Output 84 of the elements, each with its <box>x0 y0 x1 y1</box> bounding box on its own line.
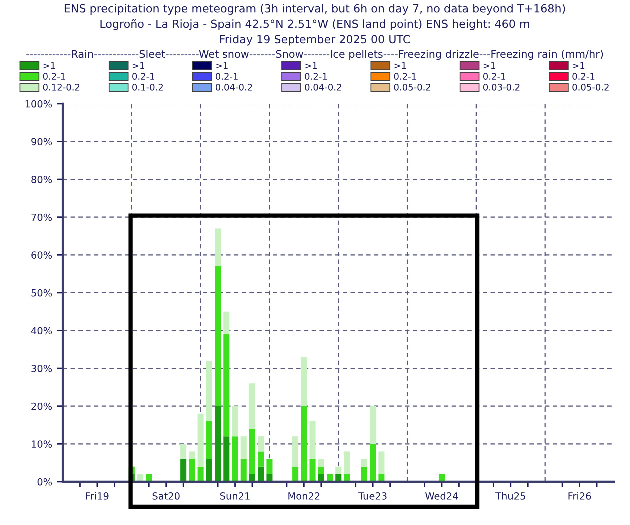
legend-label: 0.04-0.2 <box>305 84 342 91</box>
y-tick-label: 60% <box>32 252 52 259</box>
bar <box>301 357 308 406</box>
bar <box>310 459 316 482</box>
bar <box>206 421 212 460</box>
bar <box>344 452 350 474</box>
bar <box>370 406 376 444</box>
legend-label: >1 <box>44 62 56 70</box>
bar <box>361 459 368 467</box>
bar <box>198 414 204 467</box>
legend-label: 0.2-1 <box>216 73 238 80</box>
bar <box>301 406 308 482</box>
legend-label: 0.2-1 <box>43 73 66 80</box>
y-tick-label: 90% <box>32 138 52 146</box>
y-tick-label: 20% <box>32 402 52 410</box>
x-tick-label: Thu25 <box>496 492 526 500</box>
bar <box>310 421 316 460</box>
legend-label: >1 <box>132 62 144 70</box>
bar <box>378 452 385 474</box>
x-tick-label: Sat20 <box>152 492 180 500</box>
y-tick-label: 0% <box>38 478 52 486</box>
bar <box>224 312 230 335</box>
chart-title: ENS precipitation type meteogram (3h interval, but 6h on day 7, no data beyond T+168h) <box>64 4 566 15</box>
bar <box>240 436 247 460</box>
legend-label: 0.05-0.2 <box>572 84 609 91</box>
y-tick-label: 50% <box>32 289 52 297</box>
bar <box>318 459 324 467</box>
bar <box>292 466 299 482</box>
y-tick-label: 70% <box>32 214 52 222</box>
legend-label: >1 <box>484 62 496 70</box>
legend-label: >1 <box>216 62 228 70</box>
y-tick-label: 30% <box>32 365 52 372</box>
bar <box>240 459 247 482</box>
y-tick-label: 40% <box>31 327 52 335</box>
legend-label: 0.2-1 <box>305 73 328 80</box>
x-tick-label: Sun21 <box>220 492 250 500</box>
bar <box>249 429 256 474</box>
legend-label: >1 <box>573 62 585 70</box>
bar <box>258 452 264 467</box>
legend-label: 0.05-0.2 <box>394 84 431 91</box>
bar <box>206 360 212 422</box>
bar <box>198 466 204 482</box>
legend-label: 0.2-1 <box>572 73 595 80</box>
legend-label: 0.1-0.2 <box>132 84 164 91</box>
bar <box>180 444 187 460</box>
bar <box>292 436 299 467</box>
bar <box>361 466 368 482</box>
legend-label: 0.2-1 <box>483 73 506 80</box>
bar <box>180 459 187 482</box>
bar <box>189 459 196 482</box>
y-tick-label: 10% <box>32 440 52 448</box>
bar <box>206 459 212 482</box>
legend-label: 0.2-1 <box>132 73 154 80</box>
bar <box>249 384 256 430</box>
bar <box>266 459 273 474</box>
x-tick-label: Tue23 <box>358 492 387 500</box>
bar <box>215 266 222 406</box>
x-tick-label: Fri19 <box>86 492 109 500</box>
bar <box>224 334 230 437</box>
x-tick-label: Fri26 <box>568 492 592 500</box>
y-tick-label: 80% <box>32 176 52 184</box>
bar <box>215 406 222 482</box>
legend-label: >1 <box>306 62 318 70</box>
bar <box>344 474 350 482</box>
bar <box>232 406 238 437</box>
bar <box>189 452 196 460</box>
x-tick-label: Wed24 <box>426 492 458 500</box>
chart-subtitle: Logroño - La Rioja - Spain 42.5°N 2.51°W (ENS land point) ENS height: 460 m Friday 19 September 2025 00 UTC <box>100 19 530 46</box>
bar <box>224 436 230 482</box>
y-tick-label: 100% <box>26 100 52 108</box>
bar <box>336 466 342 474</box>
legend-label: 0.03-0.2 <box>483 84 520 91</box>
bar <box>258 466 264 482</box>
bar <box>318 466 324 474</box>
bar <box>232 436 238 482</box>
legend-title: ------------Rain------------Sleet---------Wet snow-------Snow-------Ice pellets----Freezing drizzle---Freezing rain (mm/hr) <box>26 50 604 60</box>
bar <box>258 436 264 452</box>
legend-label: >1 <box>394 62 406 70</box>
legend-label: 0.12-0.2 <box>43 84 80 91</box>
legend-label: 0.2-1 <box>394 73 416 80</box>
bar <box>370 444 376 482</box>
legend-label: 0.04-0.2 <box>216 84 252 91</box>
x-tick-label: Mon22 <box>288 492 320 500</box>
bar <box>215 228 222 266</box>
